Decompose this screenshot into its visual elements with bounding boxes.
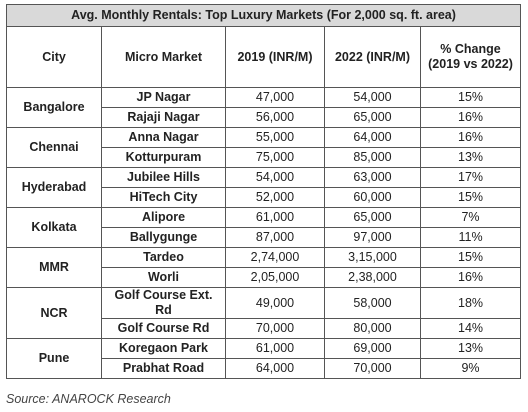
micro-market: Kotturpuram xyxy=(101,147,226,168)
micro-market: Worli xyxy=(101,267,226,288)
column-header: 2019 (INR/M) xyxy=(225,26,325,88)
rent-2022: 65,000 xyxy=(324,107,421,128)
rent-2022: 58,000 xyxy=(324,287,421,319)
percent-change: 16% xyxy=(419,267,522,288)
micro-market: Alipore xyxy=(101,207,226,228)
micro-market: Jubilee Hills xyxy=(101,167,226,188)
table-row: Bangalore JP Nagar 47,000 54,000 15% xyxy=(6,87,522,128)
city: NCR xyxy=(6,287,102,339)
micro-market: JP Nagar xyxy=(101,87,226,108)
table-row: MMR Tardeo 2,74,000 3,15,000 15% xyxy=(6,247,522,288)
table-row: Kolkata Alipore 61,000 65,000 7% xyxy=(6,207,522,248)
table-row: Pune Koregaon Park 61,000 69,000 13% xyxy=(6,338,522,379)
micro-market: Tardeo xyxy=(101,247,226,268)
micro-market: Prabhat Road xyxy=(101,358,226,379)
table-row: HiTech City 52,000 60,000 15% xyxy=(7,187,522,208)
percent-change: 15% xyxy=(419,247,522,268)
column-header: 2022 (INR/M) xyxy=(324,26,421,88)
table-row: Chennai Anna Nagar 55,000 64,000 16% xyxy=(6,127,522,168)
city: Hyderabad xyxy=(6,167,102,208)
table-row: Golf Course Rd 70,000 80,000 14% xyxy=(7,318,522,339)
rent-2019: 54,000 xyxy=(225,167,325,188)
percent-change: 9% xyxy=(419,358,522,379)
city: Pune xyxy=(6,338,102,379)
rent-2022: 54,000 xyxy=(324,87,421,108)
column-header: City xyxy=(6,26,102,88)
percent-change: 14% xyxy=(419,318,522,339)
rent-2019: 61,000 xyxy=(225,338,325,359)
percent-change: 18% xyxy=(419,287,522,319)
rent-2019: 47,000 xyxy=(225,87,325,108)
rent-2019: 70,000 xyxy=(225,318,325,339)
city: MMR xyxy=(6,247,102,288)
percent-change: 13% xyxy=(419,147,522,168)
rent-2019: 55,000 xyxy=(225,127,325,148)
micro-market: Golf Course Rd xyxy=(101,318,226,339)
rent-2019: 2,74,000 xyxy=(225,247,325,268)
rent-2019: 61,000 xyxy=(225,207,325,228)
percent-change: 15% xyxy=(419,87,522,108)
percent-change: 7% xyxy=(419,207,522,228)
micro-market: Anna Nagar xyxy=(101,127,226,148)
city: Kolkata xyxy=(6,207,102,248)
table-row: Hyderabad Jubilee Hills 54,000 63,000 17% xyxy=(6,167,522,208)
rent-2022: 69,000 xyxy=(324,338,421,359)
rent-2022: 97,000 xyxy=(324,227,421,248)
rent-2019: 87,000 xyxy=(225,227,325,248)
table-row: Ballygunge 87,000 97,000 11% xyxy=(7,227,522,248)
table-row: Worli 2,05,000 2,38,000 16% xyxy=(7,267,522,288)
column-header: % Change (2019 vs 2022) xyxy=(419,26,522,88)
percent-change: 16% xyxy=(419,107,522,128)
percent-change: 17% xyxy=(419,167,522,188)
rent-2019: 75,000 xyxy=(225,147,325,168)
micro-market: Golf Course Ext. Rd xyxy=(101,287,226,319)
rent-2022: 70,000 xyxy=(324,358,421,379)
percent-change: 13% xyxy=(419,338,522,359)
rent-2019: 56,000 xyxy=(225,107,325,128)
rent-2022: 80,000 xyxy=(324,318,421,339)
table-row: NCR Golf Course Ext. Rd 49,000 58,000 18% xyxy=(6,287,522,339)
rent-2022: 2,38,000 xyxy=(324,267,421,288)
micro-market: HiTech City xyxy=(101,187,226,208)
percent-change: 15% xyxy=(419,187,522,208)
percent-change: 11% xyxy=(419,227,522,248)
rent-2022: 64,000 xyxy=(324,127,421,148)
table-row: Prabhat Road 64,000 70,000 9% xyxy=(7,358,522,379)
city: Bangalore xyxy=(6,87,102,128)
source-note: Source: ANAROCK Research xyxy=(6,392,171,406)
rent-2019: 2,05,000 xyxy=(225,267,325,288)
rent-2022: 85,000 xyxy=(324,147,421,168)
rent-2019: 64,000 xyxy=(225,358,325,379)
micro-market: Ballygunge xyxy=(101,227,226,248)
table-title: Avg. Monthly Rentals: Top Luxury Markets… xyxy=(5,4,522,27)
rent-2019: 52,000 xyxy=(225,187,325,208)
rent-2022: 63,000 xyxy=(324,167,421,188)
column-header: Micro Market xyxy=(101,26,226,88)
city: Chennai xyxy=(6,127,102,168)
rental-table: Avg. Monthly Rentals: Top Luxury Markets… xyxy=(5,4,522,379)
rent-2022: 60,000 xyxy=(324,187,421,208)
rent-2022: 3,15,000 xyxy=(324,247,421,268)
rent-2022: 65,000 xyxy=(324,207,421,228)
micro-market: Koregaon Park xyxy=(101,338,226,359)
percent-change: 16% xyxy=(419,127,522,148)
micro-market: Rajaji Nagar xyxy=(101,107,226,128)
rent-2019: 49,000 xyxy=(225,287,325,319)
